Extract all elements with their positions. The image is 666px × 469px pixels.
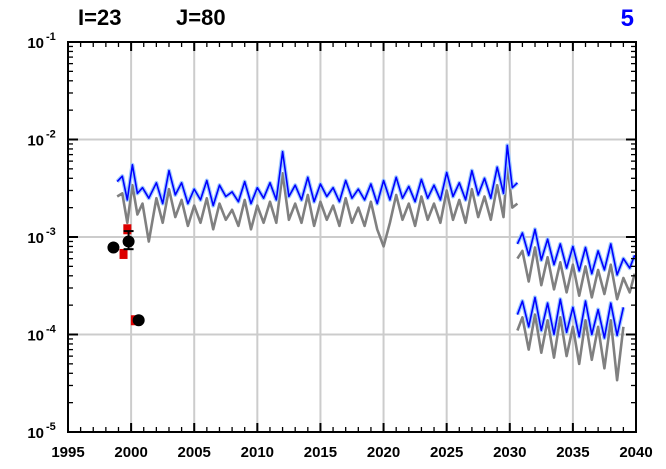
obs-red-bar-0 xyxy=(119,248,128,259)
y-tick-label: 10 xyxy=(27,133,44,150)
x-tick-label: 2025 xyxy=(430,444,463,461)
tick-marks xyxy=(67,41,637,433)
series-blue-halo-0 xyxy=(115,143,519,208)
series-group xyxy=(115,143,637,382)
y-tick-exponent: -4 xyxy=(46,324,57,336)
title-j: J=80 xyxy=(176,5,226,30)
series-blue-line-2 xyxy=(516,296,625,339)
x-tick-label: 2035 xyxy=(556,444,589,461)
x-tick-label: 2030 xyxy=(493,444,526,461)
x-tick-label: 2040 xyxy=(619,444,652,461)
obs-point-2 xyxy=(132,314,145,327)
title-i: I=23 xyxy=(78,5,121,30)
grid-lines xyxy=(68,42,636,432)
x-tick-label: 2000 xyxy=(114,444,147,461)
series-gray-line-0 xyxy=(116,163,519,248)
y-tick-label: 10 xyxy=(27,35,44,52)
y-tick-exponent: -5 xyxy=(46,421,56,433)
x-tick-label: 2015 xyxy=(304,444,337,461)
series-blue-line-0 xyxy=(116,144,518,207)
panel-number: 5 xyxy=(621,5,634,32)
y-tick-label: 10 xyxy=(27,425,44,442)
tick-labels: 1995 2000 2005 2010 2015 2020 2025 2030 2035 2040… xyxy=(27,31,652,461)
y-tick-exponent: -2 xyxy=(46,129,56,141)
y-tick-label: 10 xyxy=(27,230,44,247)
series-blue-line-1 xyxy=(516,228,636,276)
series-gray-line-2 xyxy=(516,313,625,382)
obs-point-1 xyxy=(122,235,135,248)
x-tick-label: 1995 xyxy=(51,444,84,461)
obs-red-bar-1 xyxy=(123,224,132,235)
x-tick-label: 2020 xyxy=(367,444,400,461)
y-tick-label: 10 xyxy=(27,328,44,345)
y-tick-exponent: -3 xyxy=(46,226,56,238)
observations-group xyxy=(107,224,145,327)
x-tick-label: 2005 xyxy=(178,444,211,461)
series-gray-line-1 xyxy=(516,246,636,301)
x-tick-label: 2010 xyxy=(241,444,274,461)
obs-point-0 xyxy=(107,241,120,254)
y-tick-exponent: -1 xyxy=(46,31,56,43)
